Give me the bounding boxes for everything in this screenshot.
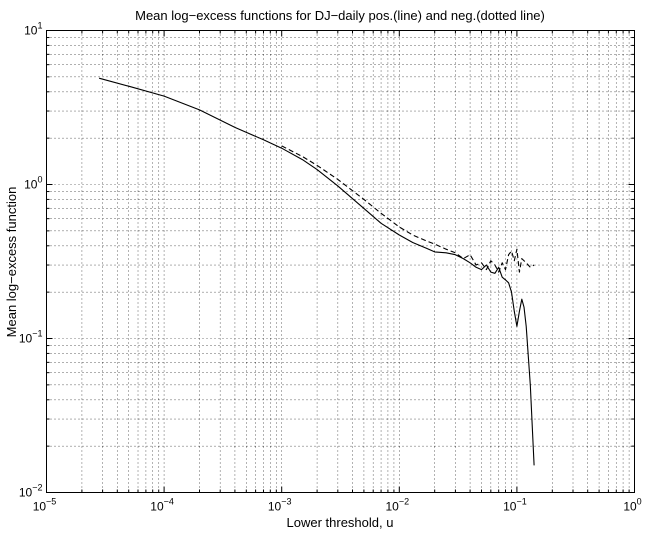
grid-layer (46, 30, 635, 493)
series-line-solid (98, 77, 535, 466)
y-axis-label: Mean log−excess function (4, 187, 19, 338)
series-line-dashed (281, 145, 535, 273)
y-tick-label: 10−1 (19, 329, 43, 346)
chart-title: Mean log−excess functions for DJ−daily p… (135, 8, 545, 23)
x-tick-label: 100 (623, 497, 641, 514)
tick-layer (46, 30, 635, 493)
y-tick-label: 100 (24, 175, 42, 192)
x-tick-label: 10−3 (268, 497, 292, 514)
plot-frame (46, 30, 635, 493)
x-tick-label: 10−5 (33, 497, 57, 514)
tick-label-layer: 10−5 10−4 10−3 10−2 10−1 100 10−2 10−1 100 101 (19, 21, 642, 514)
x-tick-label: 10−2 (385, 497, 409, 514)
series-layer (98, 77, 535, 466)
y-tick-label: 10−2 (19, 483, 43, 500)
x-axis-label: Lower threshold, u (287, 515, 394, 530)
x-tick-label: 10−1 (503, 497, 527, 514)
y-tick-label: 101 (24, 21, 42, 38)
x-tick-label: 10−4 (150, 497, 174, 514)
